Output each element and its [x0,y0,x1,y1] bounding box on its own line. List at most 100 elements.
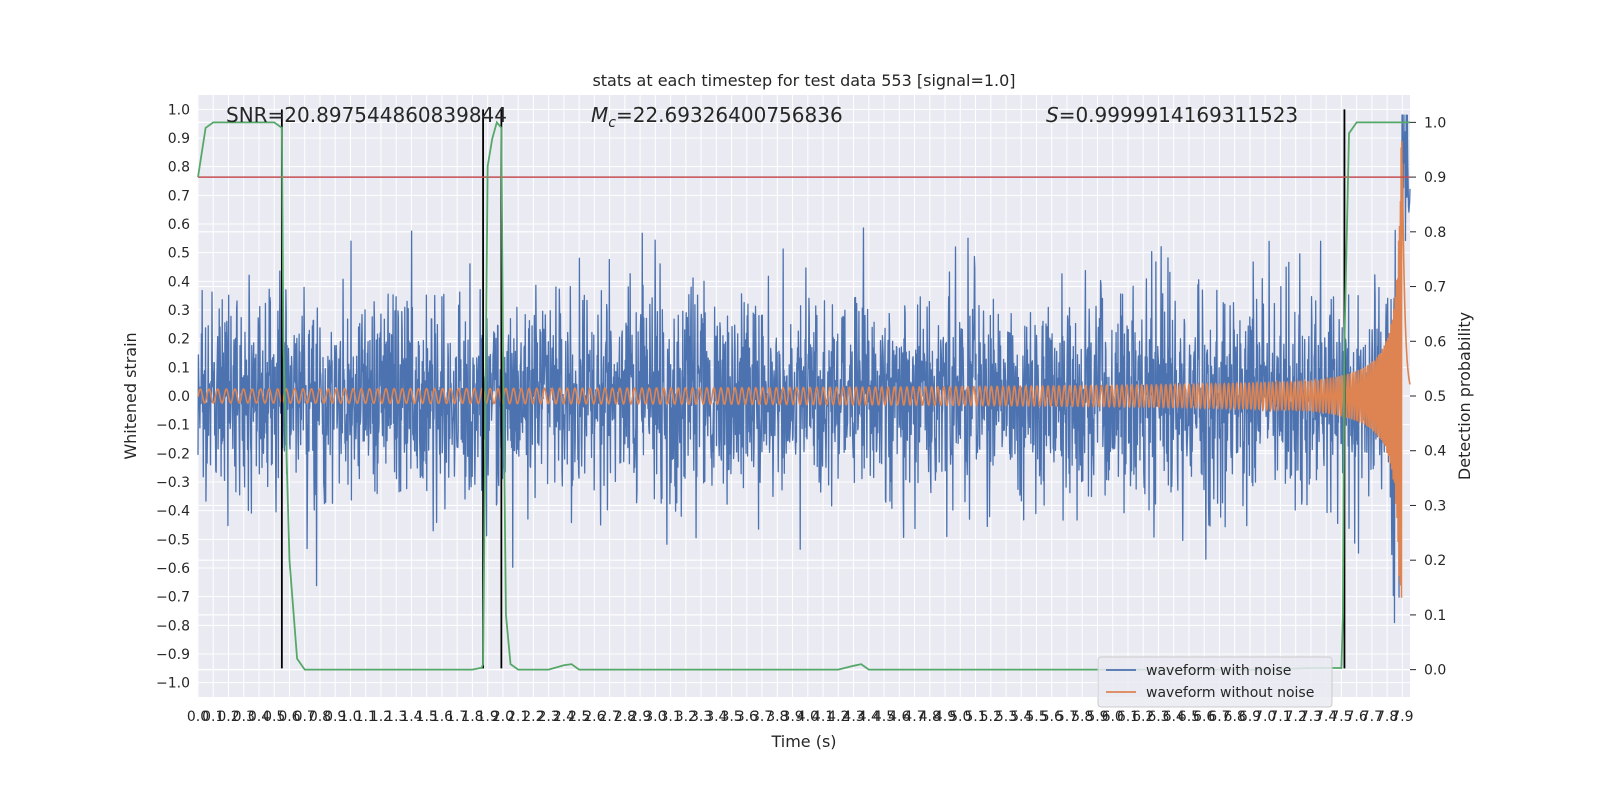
y-tick-label: 0.1 [168,360,190,376]
right-y-tick-label: 0.6 [1424,334,1446,350]
right-y-tick-label: 0.9 [1424,170,1446,186]
y-tick-label: 0.9 [168,131,190,147]
right-y-tick-label: 0.2 [1424,553,1446,569]
y-tick-label: −0.8 [156,618,190,634]
y-tick-label: −0.4 [156,504,190,520]
x-tick-label: 0.8 [309,709,331,725]
legend-label-without-noise: waveform without noise [1146,685,1314,701]
x-tick-label: 7.7 [1361,709,1383,725]
y-tick-label: −0.1 [156,418,190,434]
score-value: =0.9999914169311523 [1059,103,1298,127]
right-y-tick-label: 0.4 [1424,444,1446,460]
right-y-tick-label: 0.1 [1424,608,1446,624]
x-tick-label: 1.1 [355,709,377,725]
x-tick-label: 4.0 [797,709,819,725]
x-tick-label: 1.9 [477,709,499,725]
x-tick-label: 3.6 [736,709,758,725]
y-tick-label: 0.5 [168,246,190,262]
x-tick-label: 2.6 [583,709,605,725]
y-tick-label: −0.5 [156,532,190,548]
x-tick-label: 2.7 [598,709,620,725]
y-tick-label: 0.7 [168,188,190,204]
x-tick-label: 6.9 [1239,709,1261,725]
x-tick-label: 6.4 [1163,709,1185,725]
x-tick-label: 7.5 [1330,709,1352,725]
x-tick-label: 4.3 [842,709,864,725]
x-tick-label: 7.1 [1269,709,1291,725]
x-tick-label: 2.2 [522,709,544,725]
x-tick-label: 4.7 [903,709,925,725]
x-tick-label: 2.4 [553,709,575,725]
x-tick-label: 4.2 [827,709,849,725]
x-tick-label: 1.8 [461,709,483,725]
x-tick-label: 6.8 [1224,709,1246,725]
chart-title: stats at each timestep for test data 553… [592,71,1015,90]
x-tick-label: 4.5 [873,709,895,725]
x-tick-label: 1.5 [416,709,438,725]
x-tick-label: 5.3 [995,709,1017,725]
chirp-mass-subscript: c [608,115,616,131]
x-tick-label: 7.8 [1376,709,1398,725]
y-axis-ticks: −1.0 −0.9 −0.8 −0.7 −0.6 −0.5 −0.4 −0.3 −0.2 −0.1… [156,102,190,691]
right-y-tick-label: 0.8 [1424,225,1446,241]
x-tick-label: 0.7 [294,709,316,725]
x-tick-label: 4.1 [812,709,834,725]
y-tick-label: 0.2 [168,332,190,348]
x-axis-title: Time (s) [770,732,836,751]
x-tick-label: 1.3 [385,709,407,725]
x-tick-label: 7.9 [1391,709,1413,725]
y-axis-title: Whitened strain [121,332,140,459]
x-tick-label: 1.0 [339,709,361,725]
x-tick-label: 5.8 [1071,709,1093,725]
x-tick-label: 5.6 [1041,709,1063,725]
x-tick-label: 2.0 [492,709,514,725]
legend: waveform with noise waveform without noi… [1097,656,1333,708]
right-y-tick-label: 0.3 [1424,498,1446,514]
x-tick-label: 7.3 [1300,709,1322,725]
x-tick-label: 6.5 [1178,709,1200,725]
x-tick-label: 2.9 [629,709,651,725]
x-tick-label: 5.9 [1086,709,1108,725]
y-tick-label: 0.3 [168,303,190,319]
chirp-mass-symbol: M [591,103,608,127]
noise-waveform-line [197,114,1411,624]
x-tick-label: 0.4 [248,709,270,725]
x-tick-label: 3.4 [705,709,727,725]
y-tick-label: −1.0 [156,676,190,692]
x-tick-label: 3.2 [675,709,697,725]
y-tick-label: 0.6 [168,217,190,233]
x-tick-label: 0.6 [278,709,300,725]
x-tick-label: 5.0 [949,709,971,725]
x-tick-label: 0.2 [217,709,239,725]
x-tick-label: 1.4 [400,709,422,725]
x-tick-label: 3.0 [644,709,666,725]
x-tick-label: 6.1 [1117,709,1139,725]
chirp-mass-annotation: Mc=22.69326400756836 [591,103,843,131]
right-y-tick-label: 1.0 [1424,115,1446,131]
y-tick-label: 0.0 [168,389,190,405]
x-tick-label: 5.1 [964,709,986,725]
x-tick-label: 7.6 [1346,709,1368,725]
y-tick-label: 0.4 [168,274,190,290]
y-tick-label: 0.8 [168,160,190,176]
right-y-tick-label: 0.5 [1424,389,1446,405]
y-tick-label: −0.6 [156,561,190,577]
y-tick-label: −0.9 [156,647,190,663]
right-y-axis-title: Detection probability [1455,312,1474,480]
x-tick-label: 1.7 [446,709,468,725]
right-y-tick-label: 0.0 [1424,663,1446,679]
x-tick-label: 6.2 [1132,709,1154,725]
score-annotation: S=0.9999914169311523 [1046,103,1298,127]
x-tick-label: 6.6 [1193,709,1215,725]
x-tick-label: 2.3 [538,709,560,725]
score-symbol: S [1046,103,1059,127]
x-tick-label: 4.9 [934,709,956,725]
y-tick-label: −0.7 [156,590,190,606]
x-tick-label: 0.5 [263,709,285,725]
x-tick-label: 1.6 [431,709,453,725]
y-tick-label: 1.0 [168,102,190,118]
x-tick-label: 5.2 [980,709,1002,725]
x-tick-label: 2.8 [614,709,636,725]
x-tick-label: 3.3 [690,709,712,725]
